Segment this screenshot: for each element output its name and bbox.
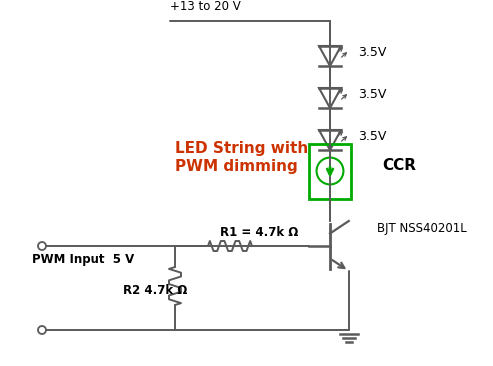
- Text: PWM Input  5 V: PWM Input 5 V: [32, 254, 134, 266]
- Text: R1 = 4.7k Ω: R1 = 4.7k Ω: [220, 225, 298, 239]
- Text: PWM dimming: PWM dimming: [175, 158, 298, 173]
- Text: R2 4.7k Ω: R2 4.7k Ω: [123, 284, 187, 298]
- Text: 3.5V: 3.5V: [358, 87, 387, 101]
- Text: 3.5V: 3.5V: [358, 130, 387, 142]
- Text: BJT NSS40201L: BJT NSS40201L: [377, 222, 467, 235]
- Text: 3.5V: 3.5V: [358, 45, 387, 59]
- Bar: [309, 143, 351, 198]
- Text: LED String with: LED String with: [175, 142, 308, 157]
- Text: CCR: CCR: [382, 158, 416, 173]
- Text: +13 to 20 V: +13 to 20 V: [170, 0, 241, 13]
